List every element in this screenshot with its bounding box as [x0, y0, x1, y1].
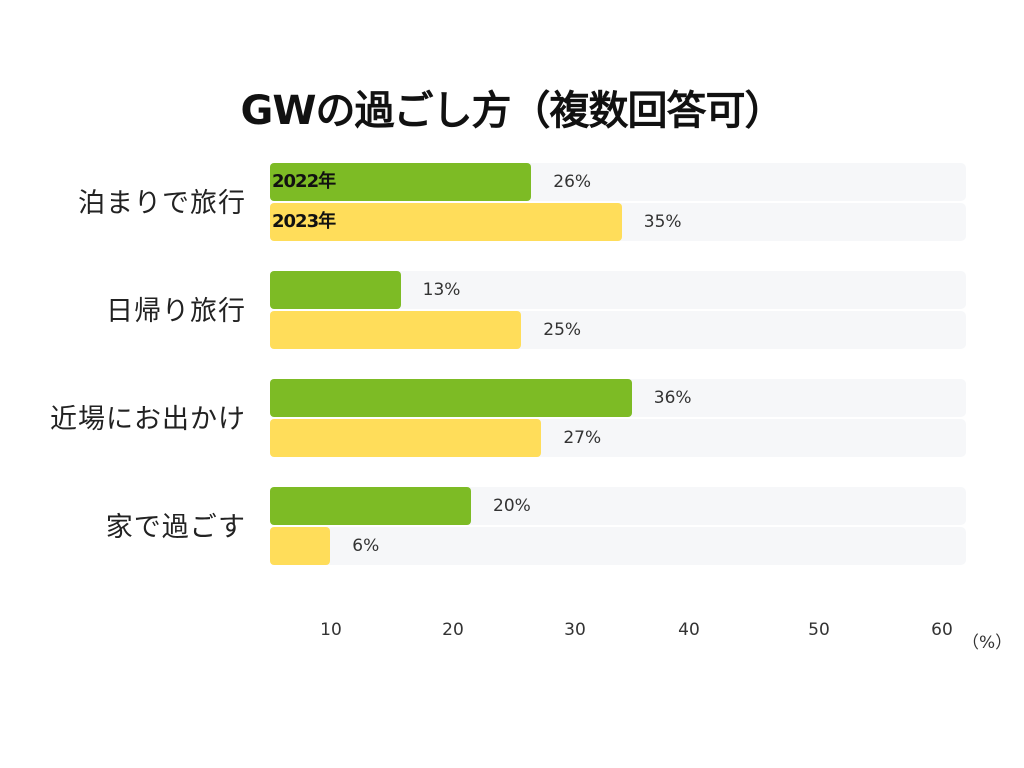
bar-2023年-泊まりで旅行: 2023年	[270, 203, 622, 241]
bar-2022年-泊まりで旅行: 2022年	[270, 163, 532, 201]
x-tick-label: 40	[678, 620, 700, 640]
bar-2023年-近場にお出かけ	[270, 419, 542, 457]
value-label: 35%	[643, 212, 682, 232]
chart-title: GWの過ごし方（複数回答可）	[240, 88, 785, 134]
value-label: 6%	[352, 536, 380, 556]
value-label: 26%	[553, 172, 592, 192]
value-label: 20%	[493, 496, 531, 516]
x-tick-label: 30	[564, 620, 586, 640]
bar-2022年-家で過ごす	[270, 487, 471, 525]
category-label: 泊まりで旅行	[78, 188, 246, 219]
x-tick-label: 60	[931, 620, 953, 640]
category-label: 近場にお出かけ	[50, 404, 246, 435]
x-tick-label: 20	[442, 620, 464, 640]
category-label: 日帰り旅行	[106, 296, 246, 327]
bar-track	[270, 527, 966, 565]
x-axis-unit-label: （%）	[962, 633, 1013, 653]
series-label: 2022年	[272, 171, 336, 192]
bar-2023年-家で過ごす	[270, 527, 331, 565]
category-label: 家で過ごす	[105, 512, 246, 543]
x-tick-label: 10	[320, 620, 342, 640]
bar-2023年-日帰り旅行	[270, 311, 522, 349]
bar-2022年-近場にお出かけ	[270, 379, 632, 417]
series-label: 2023年	[272, 211, 336, 232]
bar-2022年-日帰り旅行	[270, 271, 401, 309]
value-label: 25%	[543, 320, 582, 340]
value-label: 27%	[563, 428, 602, 448]
value-label: 36%	[653, 388, 692, 408]
x-tick-label: 50	[808, 620, 830, 640]
value-label: 13%	[422, 280, 461, 300]
